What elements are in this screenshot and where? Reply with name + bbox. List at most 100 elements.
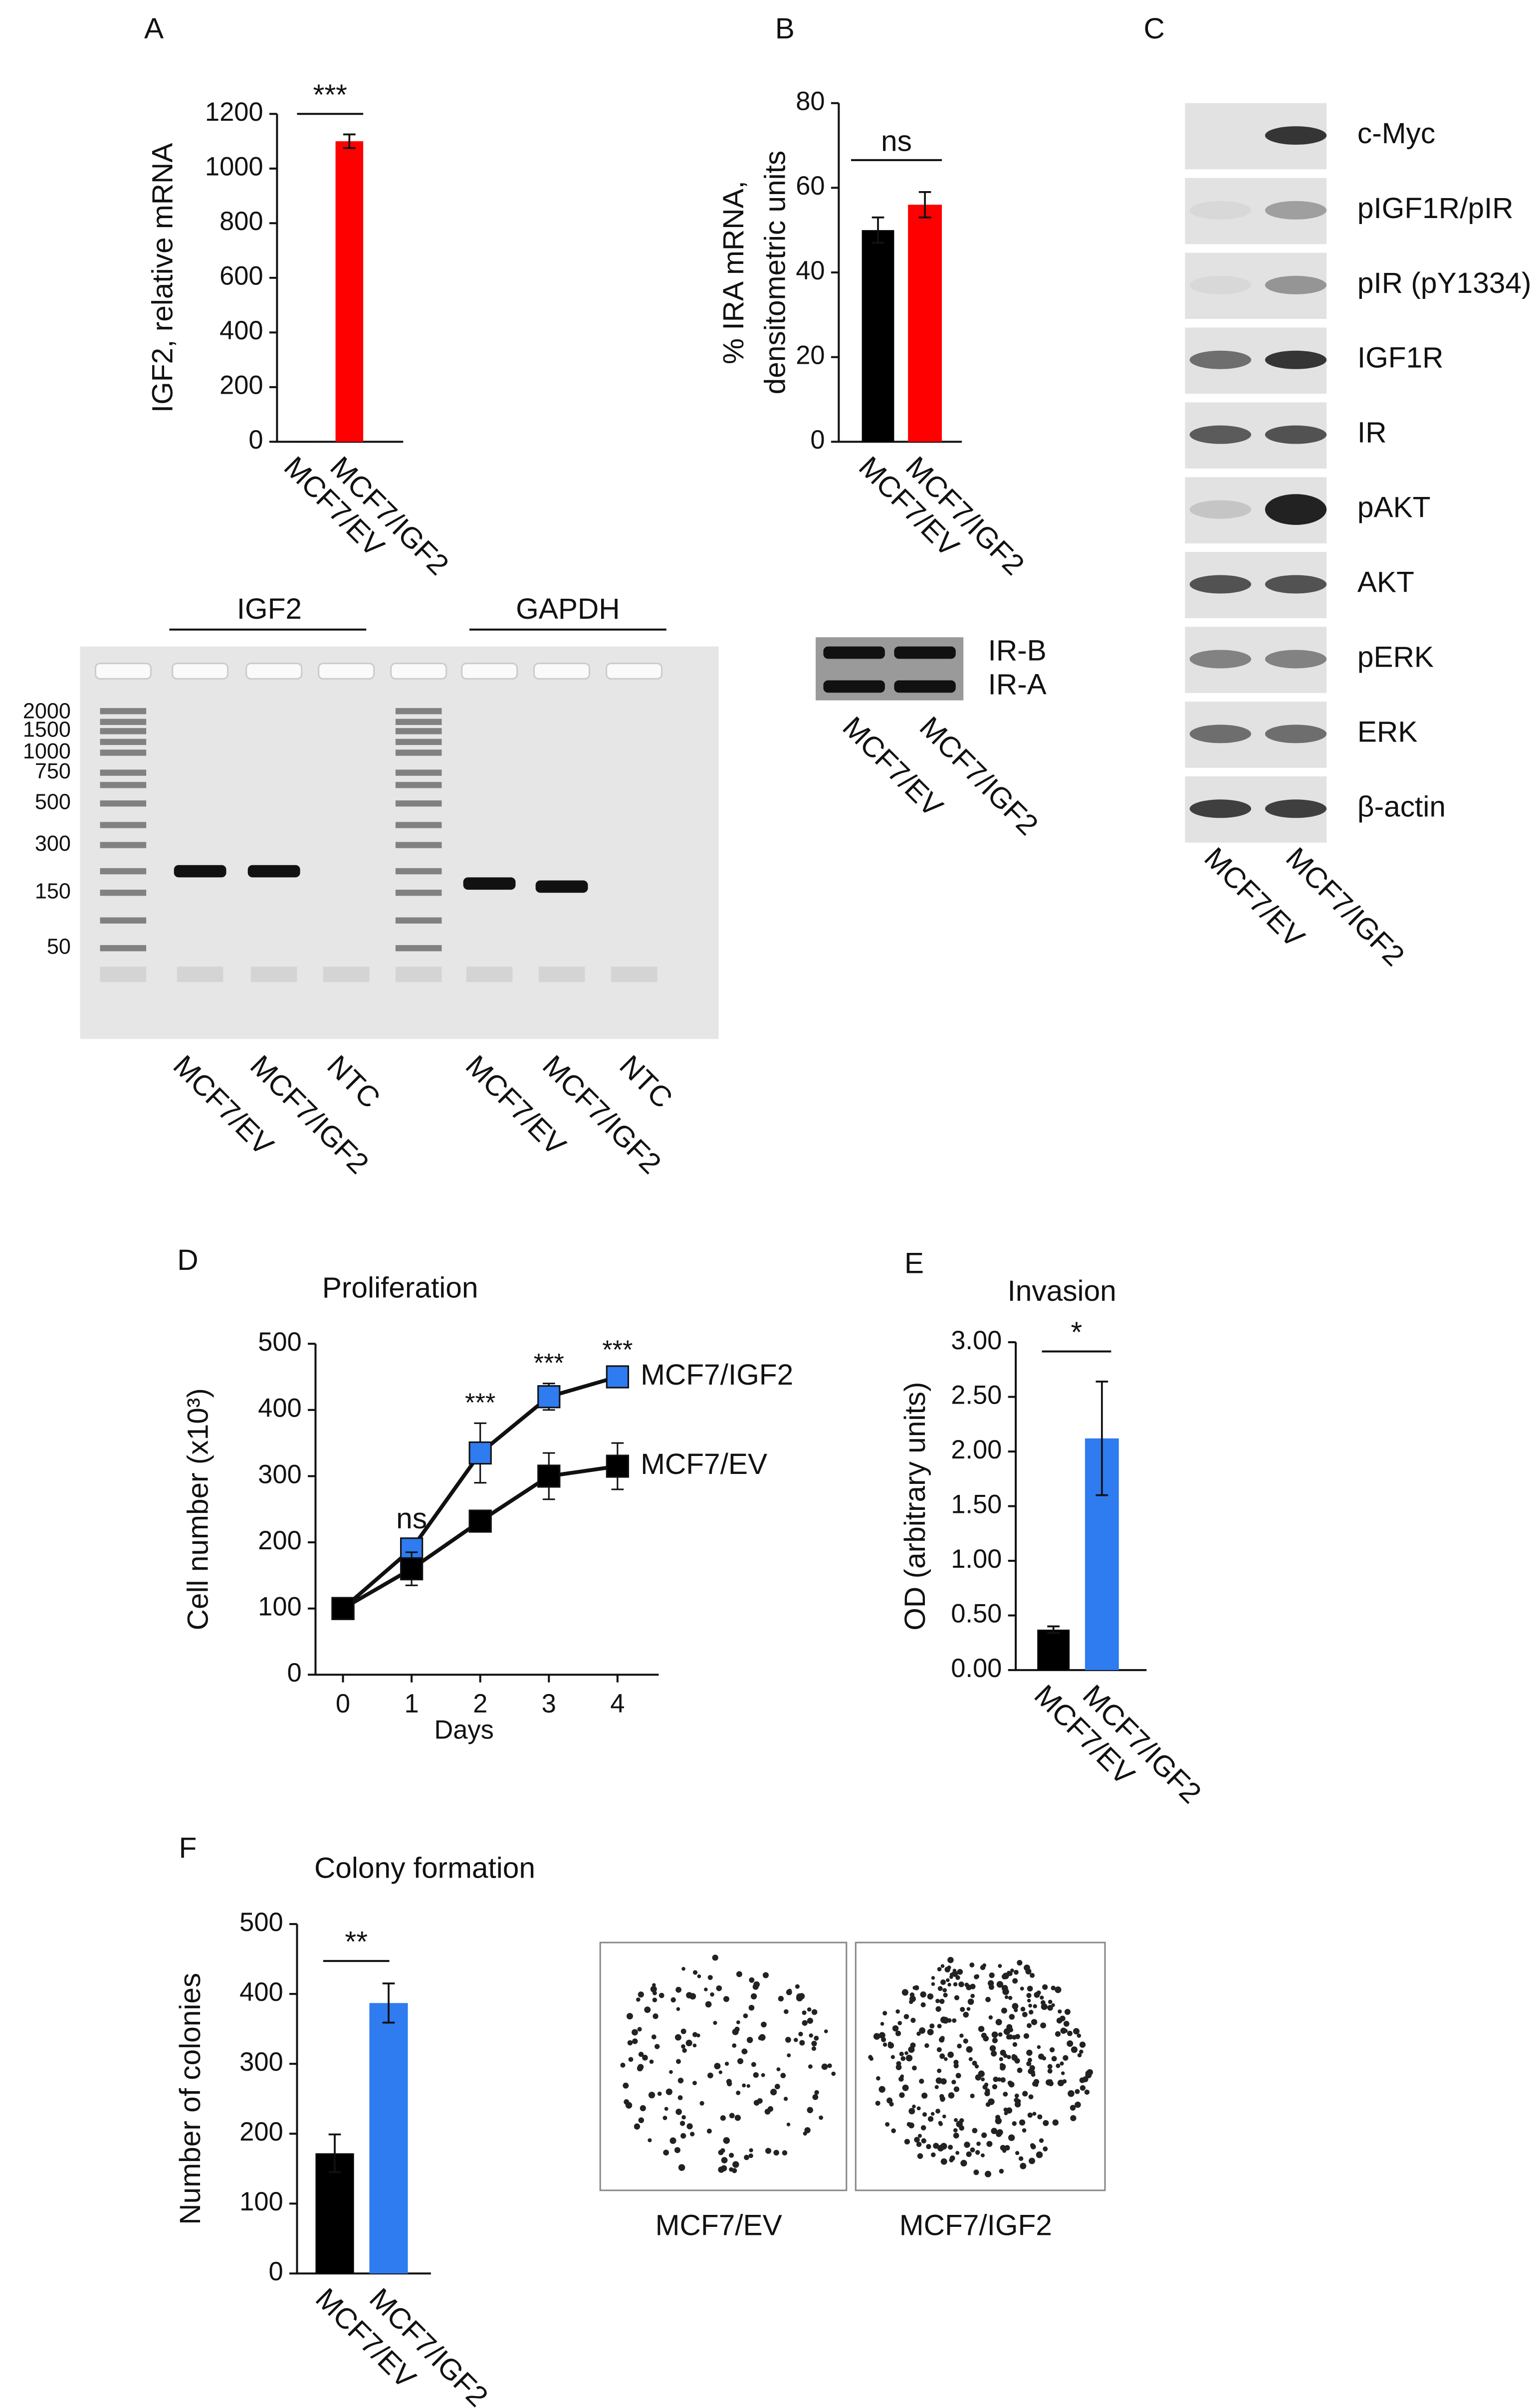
- colony: [892, 2025, 899, 2032]
- colony: [960, 2160, 967, 2167]
- colony: [680, 2028, 686, 2034]
- colony: [1036, 2151, 1043, 2159]
- colony: [690, 2132, 695, 2137]
- marker: [468, 1441, 492, 1465]
- marker: [468, 1509, 492, 1533]
- colony: [989, 1972, 995, 1978]
- colony: [795, 1984, 800, 1989]
- y-tick-label: 0.50: [951, 1599, 1002, 1628]
- colony: [952, 2018, 957, 2023]
- axes: [1015, 1342, 1147, 1672]
- colony: [808, 2064, 813, 2069]
- colony: [1043, 2120, 1049, 2126]
- colony: [873, 2033, 880, 2040]
- colony: [704, 1987, 708, 1991]
- colony: [1018, 2156, 1024, 2161]
- colony: [1077, 2033, 1082, 2038]
- ladder-band: [395, 749, 442, 756]
- colony: [966, 1984, 972, 1990]
- colony: [905, 2014, 909, 2018]
- panel-letter: C: [1144, 12, 1165, 45]
- colony: [958, 1981, 964, 1987]
- colony: [953, 2133, 959, 2139]
- point-label: ns: [396, 1502, 427, 1535]
- colony: [669, 2137, 676, 2144]
- colony: [659, 1992, 664, 1998]
- colony: [991, 2128, 998, 2135]
- colony: [1028, 2068, 1034, 2074]
- colony: [930, 2112, 935, 2116]
- colony: [974, 2064, 979, 2069]
- band-label: IR-A: [988, 668, 1047, 701]
- colony: [1012, 1978, 1018, 1984]
- colony: [895, 2064, 902, 2070]
- colony: [714, 2063, 721, 2070]
- colony: [692, 2032, 698, 2037]
- colony: [649, 2059, 654, 2064]
- y-tick-label: 1200: [205, 98, 263, 127]
- colony: [753, 2072, 759, 2078]
- blot-band: [1265, 126, 1327, 145]
- marker: [400, 1557, 424, 1581]
- colony: [674, 2034, 681, 2041]
- y-axis-label: Number of colonies: [174, 1973, 207, 2225]
- significance-label: *: [1071, 1316, 1083, 1349]
- protein-label: IR: [1357, 417, 1387, 449]
- gel-group-label: IGF2: [237, 593, 302, 625]
- colony: [1002, 1972, 1009, 1979]
- chart-title: Invasion: [1007, 1275, 1116, 1307]
- ladder-band: [100, 890, 147, 896]
- colony: [937, 1986, 943, 1991]
- colony: [996, 1981, 1004, 1988]
- x-tick-label: 2: [473, 1689, 487, 1718]
- colony: [902, 2084, 909, 2091]
- colony: [1064, 2009, 1071, 2015]
- colony: [947, 1956, 954, 1963]
- colony: [1075, 2089, 1080, 2094]
- chart-title: Proliferation: [322, 1272, 478, 1304]
- colony: [1012, 2121, 1017, 2126]
- colony: [916, 2106, 921, 2111]
- y-tick-label: 1.00: [951, 1545, 1002, 1574]
- colony: [638, 2117, 645, 2123]
- error-bar: [1096, 1381, 1108, 1496]
- colony: [939, 1998, 945, 2004]
- ladder-band: [395, 945, 442, 952]
- colony: [898, 2076, 904, 2082]
- colony: [1068, 2090, 1075, 2097]
- colony: [1047, 2064, 1053, 2069]
- point-label: ***: [602, 1336, 633, 1365]
- colony: [922, 2112, 927, 2117]
- colony: [947, 1982, 951, 1987]
- colony: [909, 2000, 913, 2004]
- colony: [926, 2144, 931, 2150]
- blot-band: [1265, 350, 1327, 369]
- colony: [732, 2028, 739, 2035]
- colony: [960, 2007, 965, 2012]
- x-axis-label: Days: [434, 1715, 493, 1744]
- blot-band: [823, 680, 885, 693]
- colony: [949, 2158, 954, 2163]
- ladder-band: [100, 822, 147, 828]
- ladder-band: [395, 842, 442, 848]
- colony: [773, 2150, 779, 2156]
- colony: [998, 2032, 1003, 2037]
- colony: [939, 2094, 944, 2099]
- blot-band: [1265, 650, 1327, 669]
- colony: [1027, 1998, 1031, 2003]
- colony: [1030, 2144, 1036, 2150]
- panel-letter: F: [179, 1832, 197, 1865]
- colony: [984, 2170, 992, 2177]
- colony: [744, 2155, 749, 2161]
- colony: [758, 2036, 763, 2040]
- colony: [1017, 1960, 1023, 1966]
- colony: [736, 2020, 740, 2024]
- protein-label: pIGF1R/pIR: [1357, 192, 1514, 225]
- colony: [897, 2021, 902, 2025]
- colony: [753, 1981, 760, 1988]
- colony: [686, 1992, 692, 1999]
- colony: [1079, 2049, 1084, 2054]
- colony: [904, 2051, 908, 2055]
- colony: [986, 2141, 993, 2147]
- colony: [921, 2138, 926, 2144]
